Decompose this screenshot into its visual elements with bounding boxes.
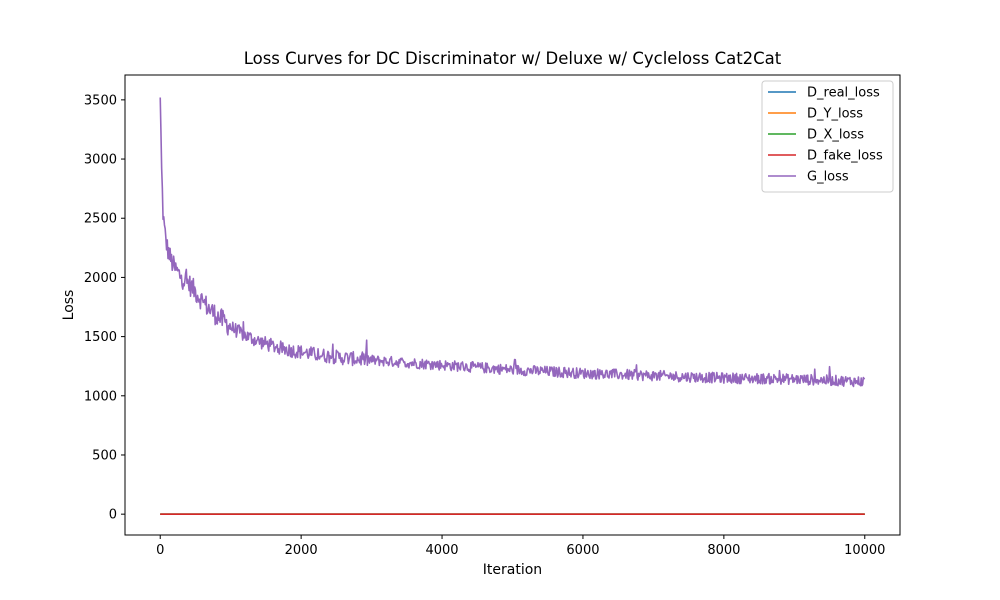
x-axis-label: Iteration	[483, 562, 542, 578]
y-tick-label: 1000	[84, 389, 117, 404]
legend: D_real_loss D_Y_loss D_X_loss D_fake_loss G_…	[761, 80, 894, 193]
x-tick-label: 4000	[425, 543, 458, 558]
series-line-g-loss	[159, 97, 866, 388]
y-tick-label: 3000	[84, 153, 117, 168]
series-lines	[159, 97, 866, 515]
x-tick-label: 10000	[844, 543, 885, 558]
x-tick-label: 6000	[566, 543, 599, 558]
plot-frame	[124, 74, 901, 536]
x-tick-label: 8000	[707, 543, 740, 558]
legend-label: D_fake_loss	[807, 149, 883, 164]
y-tick-label: 2500	[84, 212, 117, 227]
y-tick-label: 500	[92, 448, 117, 463]
y-tick-label: 0	[109, 508, 117, 523]
chart-title: Loss Curves for DC Discriminator w/ Delu…	[244, 49, 782, 68]
x-tick-label: 2000	[285, 543, 318, 558]
legend-label: D_real_loss	[807, 86, 880, 101]
legend-label: D_Y_loss	[807, 107, 863, 122]
y-tick-label: 1500	[84, 330, 117, 345]
y-tick-label: 3500	[84, 93, 117, 108]
x-tick-label: 0	[156, 543, 164, 558]
legend-label: D_X_loss	[807, 128, 864, 143]
legend-box	[761, 80, 894, 193]
legend-label: G_loss	[807, 170, 849, 185]
axis-ticks: 0 2000 4000 6000 8000 10000 0 500 1000 1500 2000 25…	[84, 93, 886, 558]
y-axis-label: Loss	[61, 290, 77, 321]
y-tick-label: 2000	[84, 271, 117, 286]
